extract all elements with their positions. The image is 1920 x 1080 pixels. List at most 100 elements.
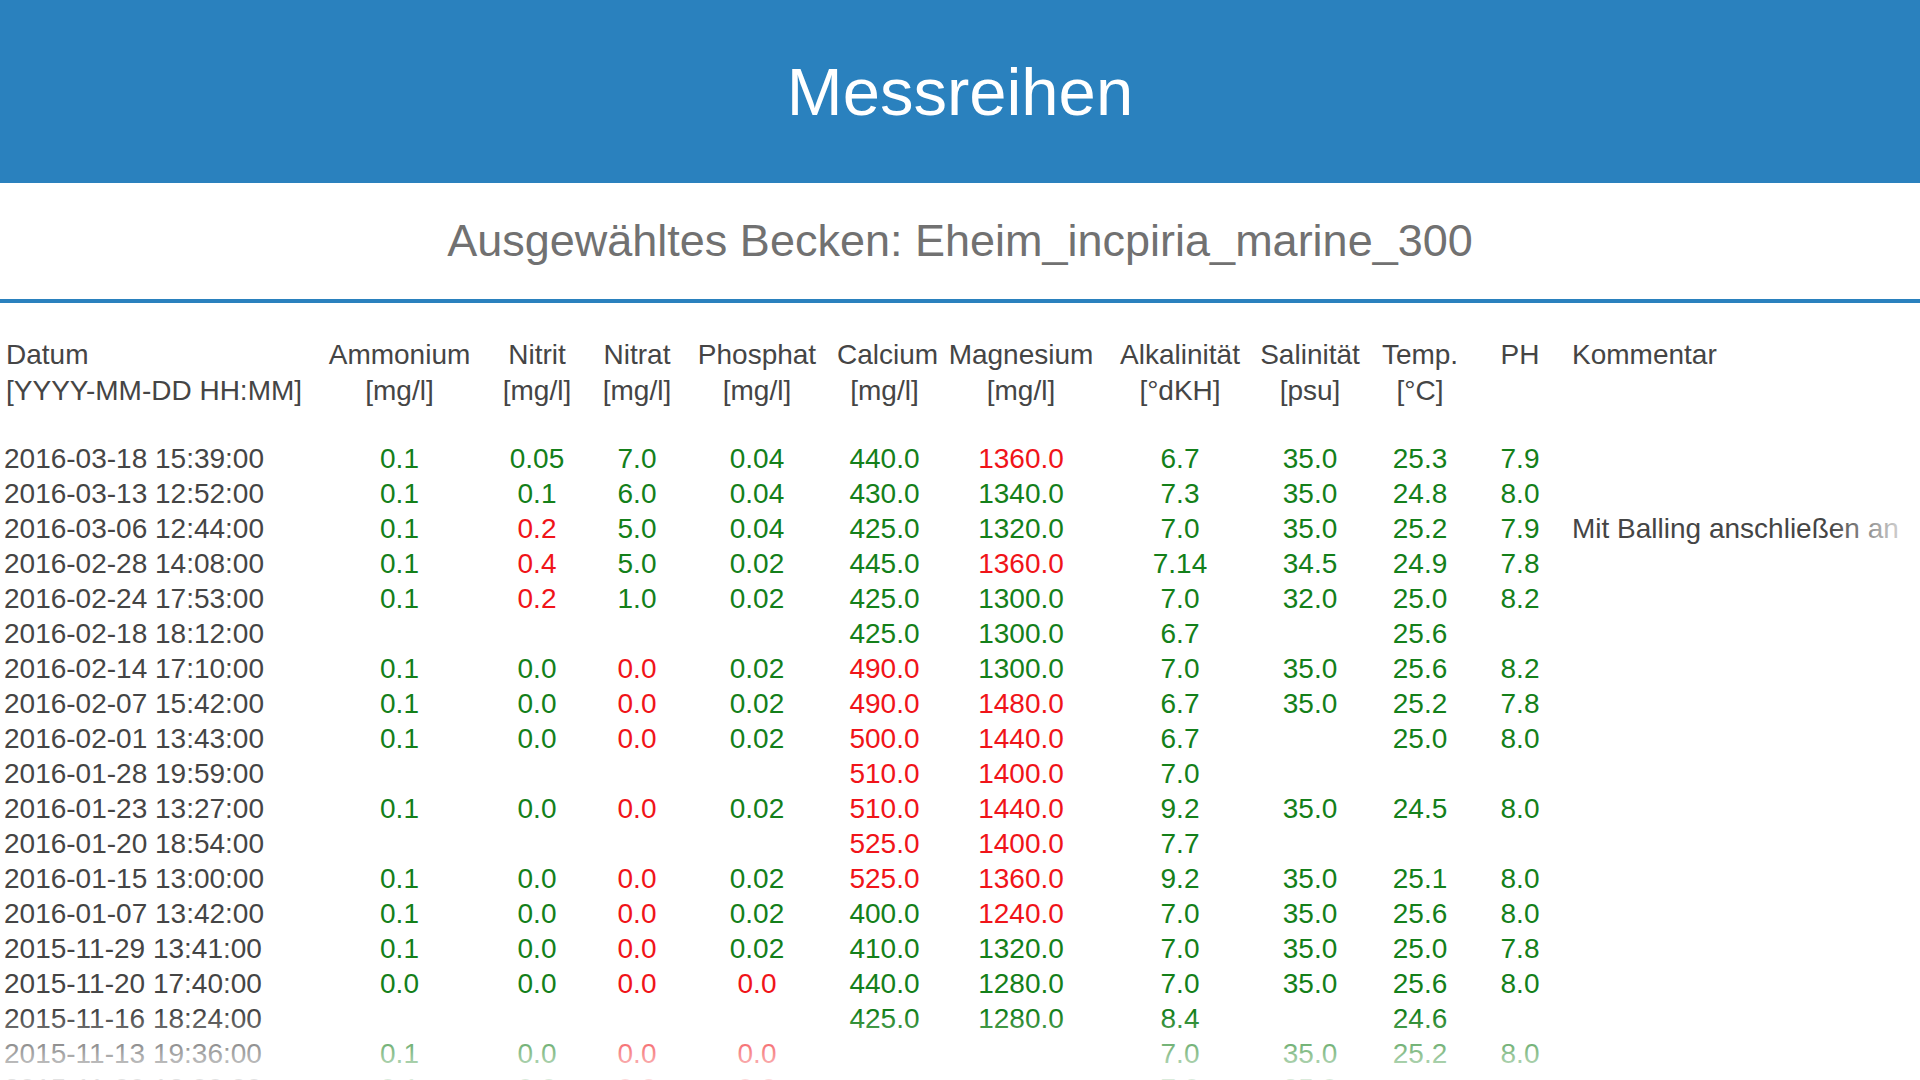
cell-temp: 25.1 [1370,861,1470,896]
table-header: Datum[YYYY-MM-DD HH:MM]Ammonium[mg/l]Nit… [0,337,1920,441]
table-row[interactable]: 2016-02-18 18:12:00425.01300.06.725.6 [0,616,1920,651]
cell-calcium: 490.0 [837,651,932,686]
column-header-nitrit: Nitrit[mg/l] [477,337,597,441]
cell-ph: 7.8 [1470,686,1570,721]
column-header-ammonium: Ammonium[mg/l] [322,337,477,441]
cell-calcium: 510.0 [837,791,932,826]
column-header-phosphat: Phosphat[mg/l] [677,337,837,441]
cell-salinitaet [1250,721,1370,756]
cell-magnesium: 1240.0 [932,896,1110,931]
cell-salinitaet: 35.0 [1250,931,1370,966]
table-row[interactable]: 2016-03-13 12:52:000.10.16.00.04430.0134… [0,476,1920,511]
cell-ph [1470,826,1570,861]
cell-ph: 7.9 [1470,441,1570,476]
table-row[interactable]: 2016-01-07 13:42:000.10.00.00.02400.0124… [0,896,1920,931]
cell-ammonium: 0.1 [322,476,477,511]
cell-nitrat: 0.0 [597,1036,677,1071]
cell-temp: 25.3 [1370,441,1470,476]
table-row[interactable]: 2016-02-14 17:10:000.10.00.00.02490.0130… [0,651,1920,686]
cell-temp: 25.0 [1370,721,1470,756]
table-row[interactable]: 2015-11-20 17:40:000.00.00.00.0440.01280… [0,966,1920,1001]
cell-nitrit: 0.0 [477,1036,597,1071]
cell-kommentar [1570,931,1920,966]
cell-salinitaet: 35.0 [1250,441,1370,476]
cell-datum: 2016-02-14 17:10:00 [0,651,322,686]
cell-datum: 2016-02-28 14:08:00 [0,546,322,581]
cell-kommentar [1570,966,1920,1001]
cell-datum: 2015-11-20 17:40:00 [0,966,322,1001]
cell-magnesium: 1360.0 [932,441,1110,476]
cell-ammonium: 0.1 [322,581,477,616]
cell-alkalinitaet: 7.3 [1110,476,1250,511]
cell-kommentar [1570,616,1920,651]
cell-phosphat: 0.04 [677,441,837,476]
column-header-ph: PH [1470,337,1570,441]
cell-temp: 25.6 [1370,966,1470,1001]
cell-magnesium [932,1036,1110,1071]
cell-temp: 24.6 [1370,1001,1470,1036]
cell-nitrat [597,1001,677,1036]
cell-temp: 25.6 [1370,896,1470,931]
cell-temp [1370,756,1470,791]
cell-magnesium: 1340.0 [932,476,1110,511]
cell-phosphat: 0.02 [677,546,837,581]
cell-datum: 2015-11-29 13:41:00 [0,931,322,966]
cell-nitrat: 0.0 [597,896,677,931]
cell-alkalinitaet: 7.0 [1110,651,1250,686]
cell-salinitaet [1250,756,1370,791]
table-row[interactable]: 2015-11-29 13:41:000.10.00.00.02410.0132… [0,931,1920,966]
cell-salinitaet: 35.0 [1250,511,1370,546]
page-title: Messreihen [787,53,1133,130]
cell-phosphat [677,756,837,791]
table-row[interactable]: 2016-02-01 13:43:000.10.00.00.02500.0144… [0,721,1920,756]
cell-nitrit [477,826,597,861]
cell-nitrit: 0.0 [477,861,597,896]
cell-temp: 25.2 [1370,1036,1470,1071]
cell-phosphat: 0.02 [677,581,837,616]
cell-nitrat: 7.0 [597,441,677,476]
table-row[interactable]: 2016-02-24 17:53:000.10.21.00.02425.0130… [0,581,1920,616]
cell-ph [1470,756,1570,791]
cell-alkalinitaet: 7.0 [1110,511,1250,546]
cell-nitrit: 0.0 [477,931,597,966]
cell-kommentar: Mit Balling anschließen an [1570,511,1920,546]
cell-alkalinitaet: 6.7 [1110,686,1250,721]
cell-calcium: 440.0 [837,441,932,476]
table-row[interactable]: 2015-11-13 19:36:000.10.00.00.07.035.025… [0,1036,1920,1071]
cell-datum: 2016-02-24 17:53:00 [0,581,322,616]
cell-nitrat [597,756,677,791]
cell-ph: 7.8 [1470,931,1570,966]
table-row[interactable]: 2016-03-18 15:39:000.10.057.00.04440.013… [0,441,1920,476]
table-row[interactable]: 2016-02-07 15:42:000.10.00.00.02490.0148… [0,686,1920,721]
cell-ammonium: 0.1 [322,441,477,476]
table-row[interactable]: 2016-03-06 12:44:000.10.25.00.04425.0132… [0,511,1920,546]
cell-magnesium: 1440.0 [932,721,1110,756]
cell-datum: 2016-03-13 12:52:00 [0,476,322,511]
cell-datum: 2016-01-20 18:54:00 [0,826,322,861]
cell-kommentar [1570,546,1920,581]
table-row[interactable]: 2016-01-20 18:54:00525.01400.07.7 [0,826,1920,861]
cell-nitrat: 0.0 [597,1071,677,1080]
cell-alkalinitaet: 7.0 [1110,756,1250,791]
table-row[interactable]: 2016-01-23 13:27:000.10.00.00.02510.0144… [0,791,1920,826]
cell-calcium: 400.0 [837,896,932,931]
cell-datum: 2016-01-28 19:59:00 [0,756,322,791]
app-title-bar: Messreihen [0,0,1920,183]
cell-ammonium: 0.1 [322,651,477,686]
cell-salinitaet: 35.0 [1250,861,1370,896]
column-header-salinitaet: Salinität[psu] [1250,337,1370,441]
cell-ph: 8.0 [1470,966,1570,1001]
table-row[interactable]: 2016-01-28 19:59:00510.01400.07.0 [0,756,1920,791]
cell-datum: 2015-11-16 18:24:00 [0,1001,322,1036]
cell-calcium: 425.0 [837,581,932,616]
table-row[interactable]: 2016-02-28 14:08:000.10.45.00.02445.0136… [0,546,1920,581]
cell-temp: 25.0 [1370,581,1470,616]
cell-ph: 8.0 [1470,861,1570,896]
table-row[interactable]: 2016-01-15 13:00:000.10.00.00.02525.0136… [0,861,1920,896]
cell-temp: 25.6 [1370,616,1470,651]
table-row[interactable]: 2015-11-09 12:00:000.10.00.00.07.035.0 [0,1071,1920,1080]
column-header-alkalinitaet: Alkalinität[°dKH] [1110,337,1250,441]
cell-ammonium: 0.1 [322,721,477,756]
table-row[interactable]: 2015-11-16 18:24:00425.01280.08.424.6 [0,1001,1920,1036]
cell-alkalinitaet: 7.14 [1110,546,1250,581]
